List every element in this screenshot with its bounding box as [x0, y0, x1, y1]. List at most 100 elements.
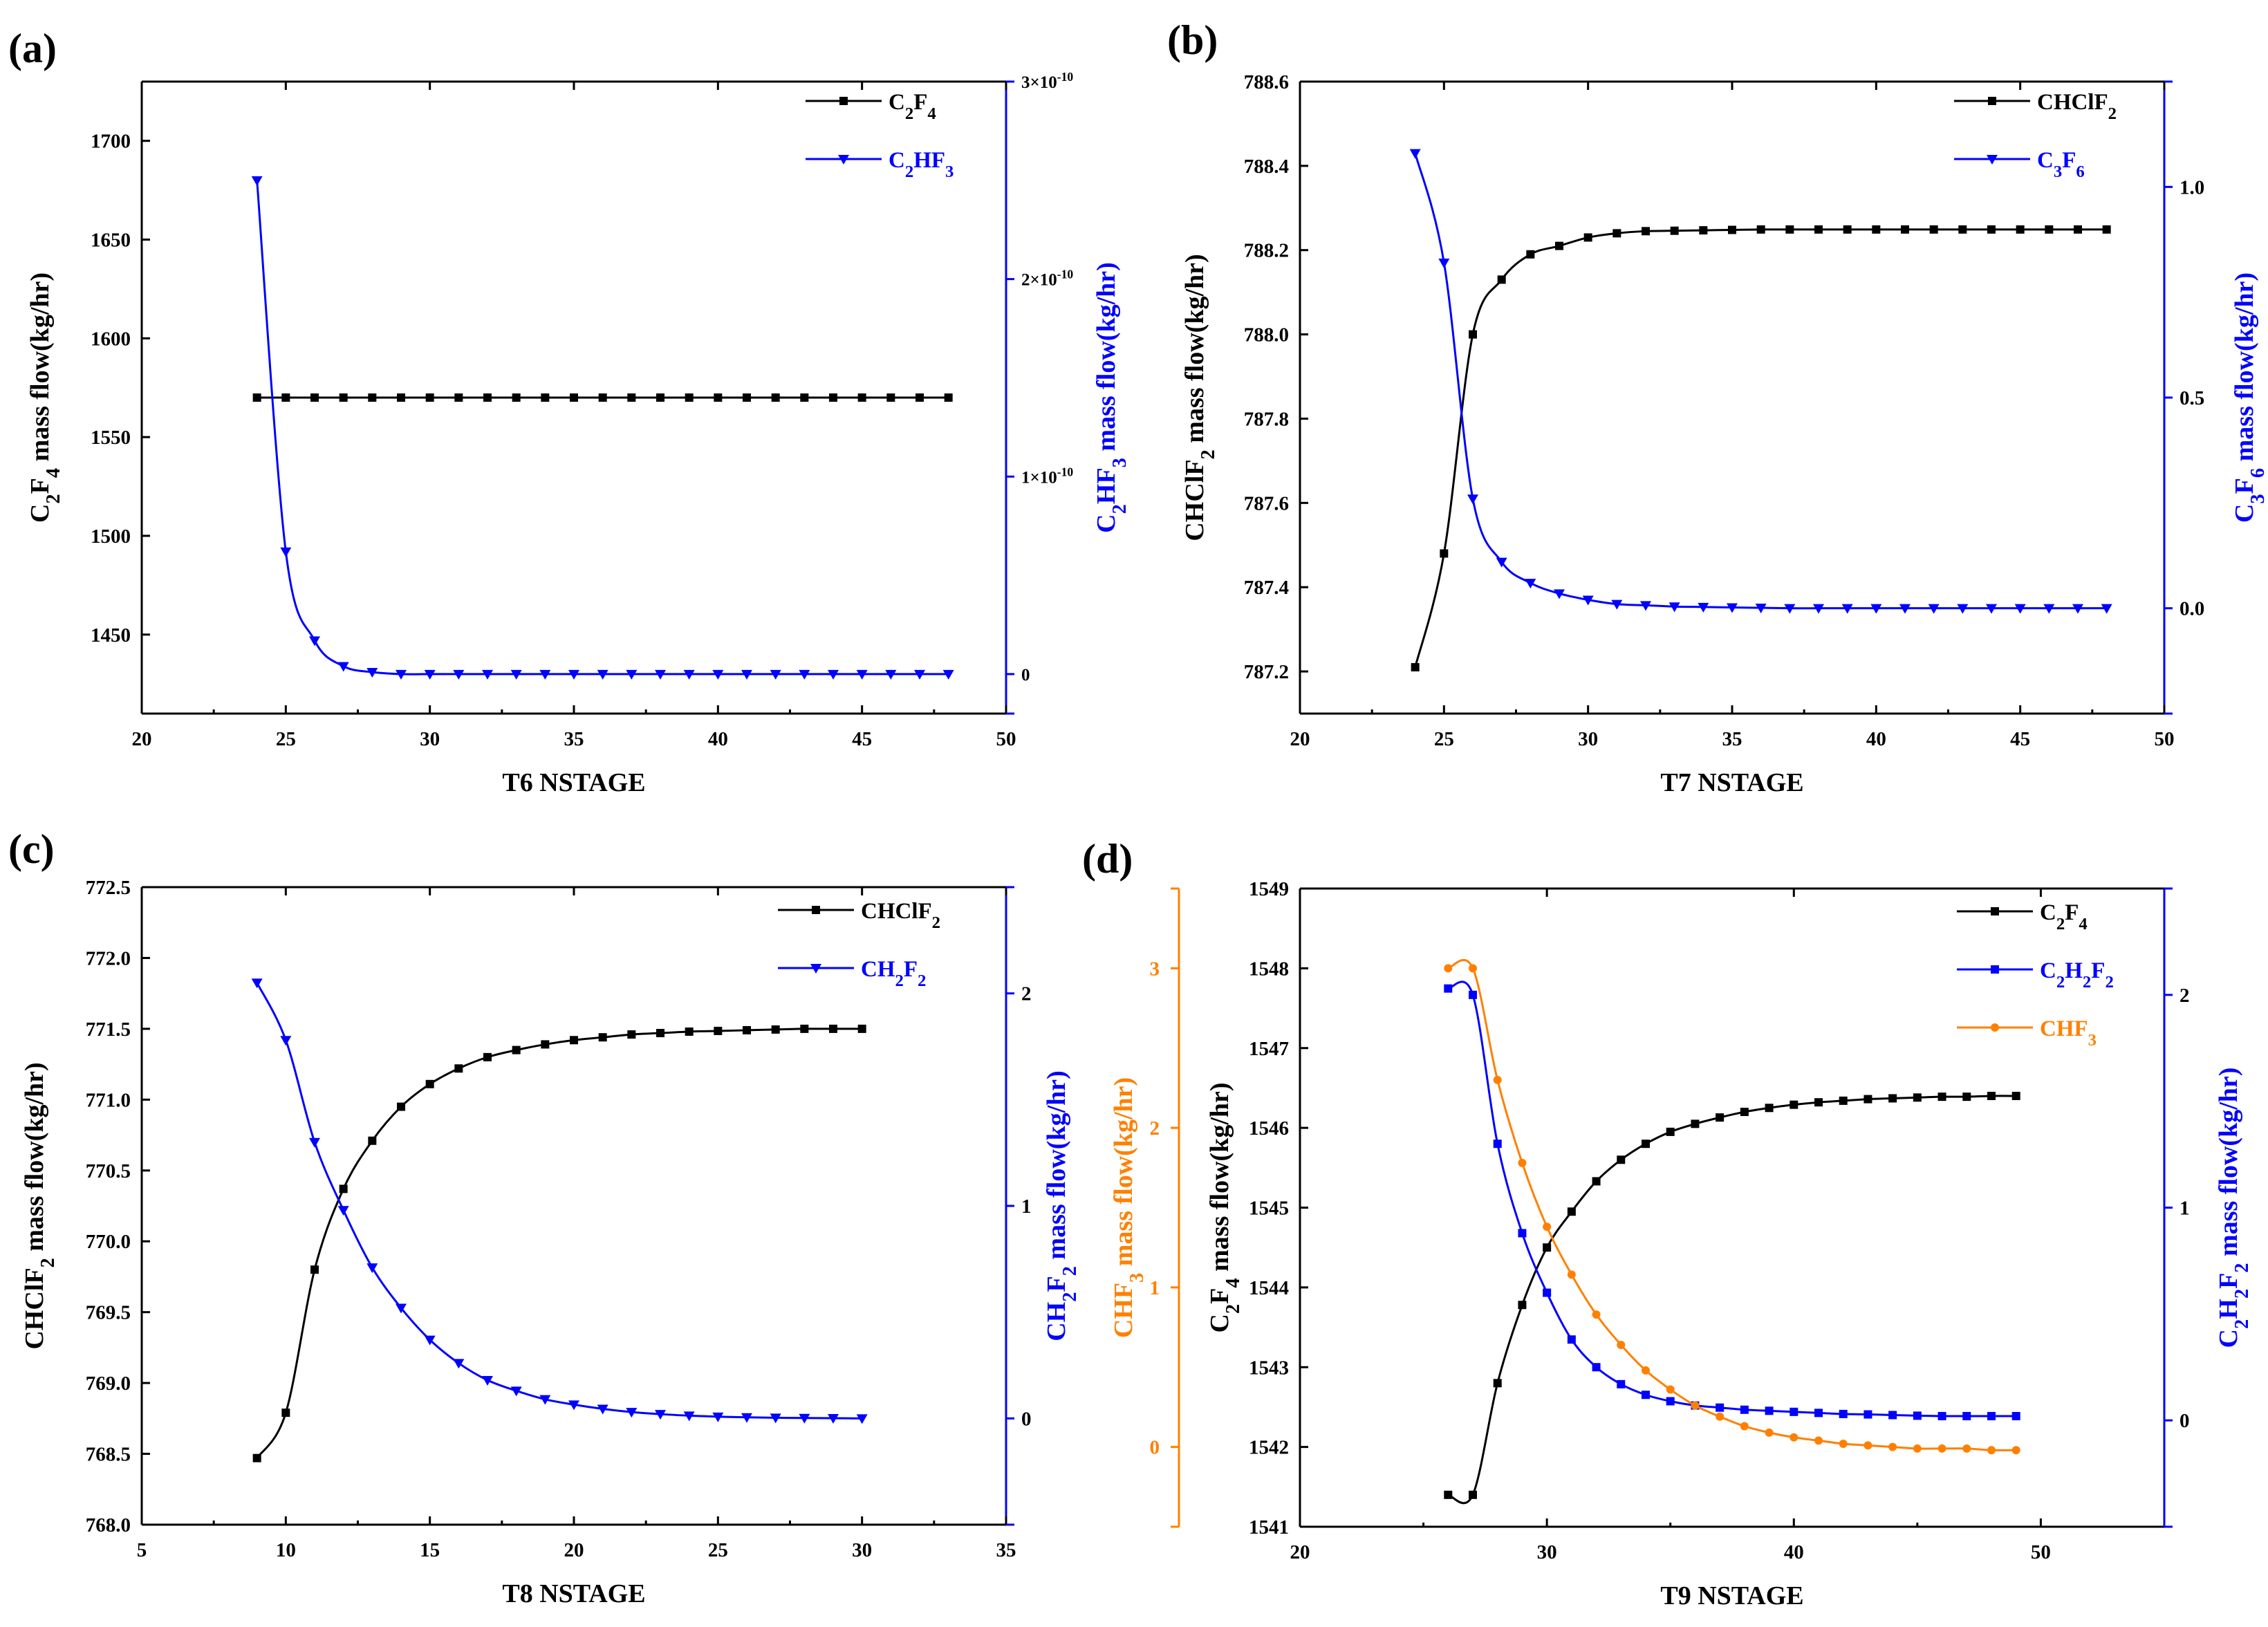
- data-point-C2HF3: [482, 669, 493, 680]
- x-tick-label: 50: [2031, 1541, 2051, 1563]
- data-point-C2H2F2: [1592, 1363, 1601, 1372]
- data-point-C3F6: [2101, 604, 2112, 614]
- y-left-tick-label: 1545: [1249, 1198, 1289, 1220]
- y-left-tick-label: 770.0: [86, 1231, 131, 1253]
- data-point-CH2F2: [366, 1263, 378, 1274]
- x-tick-label: 30: [420, 728, 440, 750]
- y-right-tick-label: 3×10-10: [1021, 70, 1073, 92]
- data-point-C3F6: [1727, 603, 1738, 613]
- data-point-C2F4: [252, 393, 261, 402]
- data-point-C3F6: [1640, 601, 1651, 611]
- legend-marker-CH2F2: [810, 964, 821, 974]
- data-point-C2F4: [685, 393, 694, 402]
- y-right-tick-label: 0: [1021, 666, 1030, 685]
- data-point-C2HF3: [683, 669, 695, 680]
- data-point-CHClF2: [1929, 225, 1938, 234]
- data-point-C2F4: [1716, 1113, 1725, 1122]
- data-point-C3F6: [1784, 604, 1796, 614]
- data-point-C2F4: [1642, 1140, 1650, 1149]
- y-left-axis-title: C2F4 mass flow(kg/hr): [26, 272, 64, 523]
- x-tick-label: 5: [137, 1539, 147, 1561]
- data-point-CHF3: [1493, 1075, 1502, 1084]
- legend-label-C2HF3: C2HF3: [889, 148, 954, 181]
- legend-label-CHClF2: CHClF2: [2037, 90, 2117, 123]
- y-right-axis-title: C3F6 mass flow(kg/hr): [2230, 272, 2268, 523]
- data-point-CH2F2: [396, 1303, 407, 1314]
- data-point-C2F4: [915, 393, 924, 402]
- data-point-C2H2F2: [1617, 1379, 1626, 1388]
- data-point-C3F6: [1554, 589, 1565, 599]
- data-point-CH2F2: [337, 1206, 349, 1216]
- data-point-CHF3: [1592, 1310, 1601, 1319]
- data-point-C2F4: [1691, 1119, 1700, 1128]
- data-point-CHClF2: [1958, 225, 1967, 234]
- data-point-CHClF2: [541, 1040, 550, 1049]
- data-point-C2H2F2: [1814, 1408, 1823, 1417]
- y-left-tick-label: 769.0: [86, 1373, 131, 1395]
- y-left-tick-label: 788.2: [1244, 240, 1289, 262]
- y-right-tick-label: 1×10-10: [1021, 465, 1073, 487]
- y-right-tick-label: 1: [2179, 1198, 2190, 1220]
- y-left-tick-label: 788.0: [1244, 324, 1289, 346]
- data-point-C3F6: [1611, 599, 1623, 610]
- data-point-C2HF3: [914, 669, 925, 680]
- data-point-C2F4: [1863, 1095, 1872, 1104]
- data-point-CHF3: [1987, 1446, 1996, 1455]
- data-point-CHClF2: [483, 1052, 492, 1061]
- data-point-CHF3: [1913, 1444, 1922, 1453]
- data-point-C2F4: [1592, 1177, 1601, 1186]
- x-axis-title: T9 NSTAGE: [1660, 1581, 1803, 1610]
- legend-marker-C2F4: [1991, 907, 1999, 915]
- data-point-C2F4: [339, 393, 348, 402]
- data-point-CHF3: [2011, 1446, 2020, 1455]
- x-tick-label: 40: [1784, 1541, 1804, 1563]
- data-point-C2F4: [829, 393, 837, 402]
- y-left-axis-title: C2F4 mass flow(kg/hr): [1205, 1082, 1244, 1332]
- data-point-C2H2F2: [1790, 1407, 1798, 1416]
- y-extra-tick-label: 2: [1150, 1117, 1160, 1140]
- data-point-CHClF2: [2045, 225, 2054, 234]
- data-point-C2F4: [1617, 1155, 1626, 1164]
- data-point-C2F4: [743, 393, 751, 402]
- data-point-C2HF3: [280, 547, 292, 557]
- x-tick-label: 30: [852, 1539, 872, 1561]
- series-line-C2F4: [1447, 1095, 2016, 1505]
- x-tick-label: 35: [1722, 728, 1742, 750]
- data-point-C3F6: [1986, 604, 1997, 614]
- panel-label: (b): [1167, 17, 1218, 63]
- x-axis-title: T7 NSTAGE: [1660, 768, 1803, 797]
- y-left-tick-label: 770.5: [86, 1160, 131, 1182]
- x-tick-label: 25: [276, 728, 296, 750]
- data-point-C2H2F2: [1567, 1335, 1576, 1344]
- data-point-C2F4: [1666, 1127, 1675, 1136]
- data-point-C2H2F2: [1863, 1410, 1872, 1419]
- data-point-CHF3: [1716, 1412, 1725, 1421]
- y-left-tick-label: 1450: [91, 624, 131, 647]
- data-point-C3F6: [1870, 604, 1882, 614]
- data-point-CHF3: [1469, 964, 1477, 973]
- y-right-axis-title: C2H2F2 mass flow(kg/hr): [2214, 1068, 2253, 1348]
- y-left-tick-label: 1500: [91, 526, 131, 548]
- x-tick-label: 35: [996, 1539, 1016, 1561]
- data-point-CHF3: [1543, 1222, 1552, 1231]
- data-point-CH2F2: [655, 1410, 666, 1420]
- data-point-C2F4: [483, 393, 492, 402]
- y-left-tick-label: 1600: [91, 328, 131, 350]
- x-tick-label: 40: [1866, 728, 1886, 750]
- data-point-C2F4: [397, 393, 405, 402]
- data-point-CHClF2: [685, 1027, 694, 1036]
- data-point-CH2F2: [799, 1413, 810, 1424]
- data-point-C2F4: [598, 393, 607, 402]
- data-point-CHClF2: [1785, 225, 1794, 234]
- legend-marker-CHF3: [1991, 1023, 1999, 1032]
- panel-1: (b) 20 25 30 35 40 45 50 T7 NSTAGE 787.2 787.4 787.…: [1167, 17, 2268, 797]
- data-point-CHClF2: [252, 1453, 261, 1462]
- data-point-CHClF2: [368, 1136, 377, 1145]
- data-point-CHClF2: [2102, 225, 2111, 234]
- data-point-CHClF2: [1469, 330, 1477, 339]
- data-point-CH2F2: [683, 1411, 695, 1422]
- data-point-C2F4: [1888, 1094, 1897, 1103]
- data-point-CHClF2: [1987, 225, 1996, 234]
- legend-marker-CHClF2: [812, 906, 820, 914]
- data-point-C3F6: [1669, 602, 1680, 613]
